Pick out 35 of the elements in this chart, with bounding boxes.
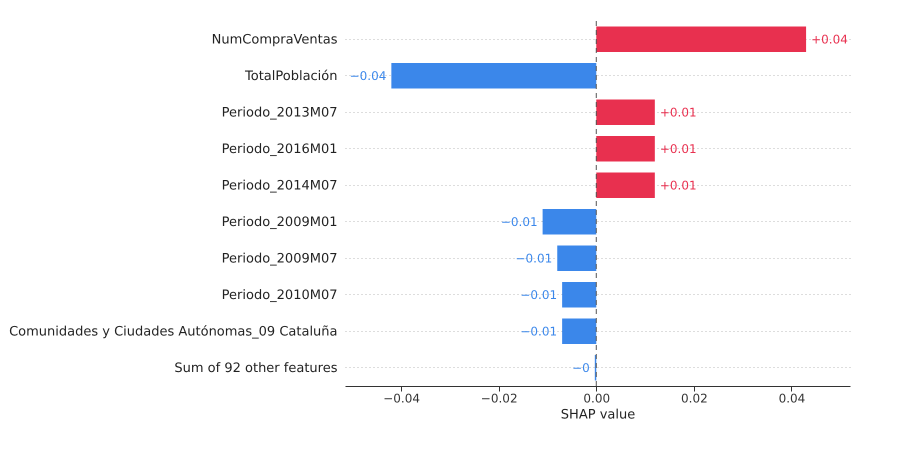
data-label: −0.01 bbox=[520, 288, 558, 302]
x-tick-label: 0.00 bbox=[583, 392, 610, 406]
bar bbox=[596, 172, 655, 198]
y-tick-label: Comunidades y Ciudades Autónomas_09 Cataluña bbox=[9, 324, 338, 340]
y-tick-label: Periodo_2010M07 bbox=[222, 288, 338, 303]
data-label: −0 bbox=[572, 360, 590, 375]
bar bbox=[596, 26, 806, 52]
x-tick-label: 0.02 bbox=[681, 392, 708, 406]
y-tick-label: Periodo_2013M07 bbox=[222, 105, 338, 120]
data-label: −0.01 bbox=[515, 251, 552, 266]
x-axis-title: SHAP value bbox=[560, 408, 636, 422]
bar bbox=[391, 62, 596, 89]
bar bbox=[542, 208, 596, 235]
bar bbox=[557, 245, 596, 272]
data-label: +0.01 bbox=[660, 178, 697, 192]
y-tick-label: Periodo_2014M07 bbox=[222, 178, 338, 194]
data-label: +0.01 bbox=[660, 105, 697, 120]
bar bbox=[562, 318, 596, 344]
data-label: −0.01 bbox=[520, 324, 558, 338]
y-tick-label: TotalPoblación bbox=[244, 68, 338, 84]
y-tick-label: NumCompraVentas bbox=[212, 32, 338, 48]
x-tick-label: −0.04 bbox=[383, 392, 420, 406]
y-tick-label: Periodo_2009M01 bbox=[222, 214, 338, 230]
bar bbox=[562, 282, 596, 308]
data-label: −0.01 bbox=[500, 214, 538, 229]
bar bbox=[596, 136, 655, 162]
data-label: +0.01 bbox=[660, 142, 697, 156]
y-tick-label: Sum of 92 other features bbox=[174, 360, 338, 376]
bar bbox=[596, 99, 655, 126]
data-label: +0.04 bbox=[811, 32, 848, 46]
y-tick-label: Periodo_2016M01 bbox=[222, 142, 338, 157]
y-tick-label: Periodo_2009M07 bbox=[222, 251, 338, 266]
data-label: −0.04 bbox=[350, 68, 386, 83]
x-tick-label: −0.02 bbox=[480, 392, 518, 406]
x-tick-label: 0.04 bbox=[778, 392, 806, 406]
